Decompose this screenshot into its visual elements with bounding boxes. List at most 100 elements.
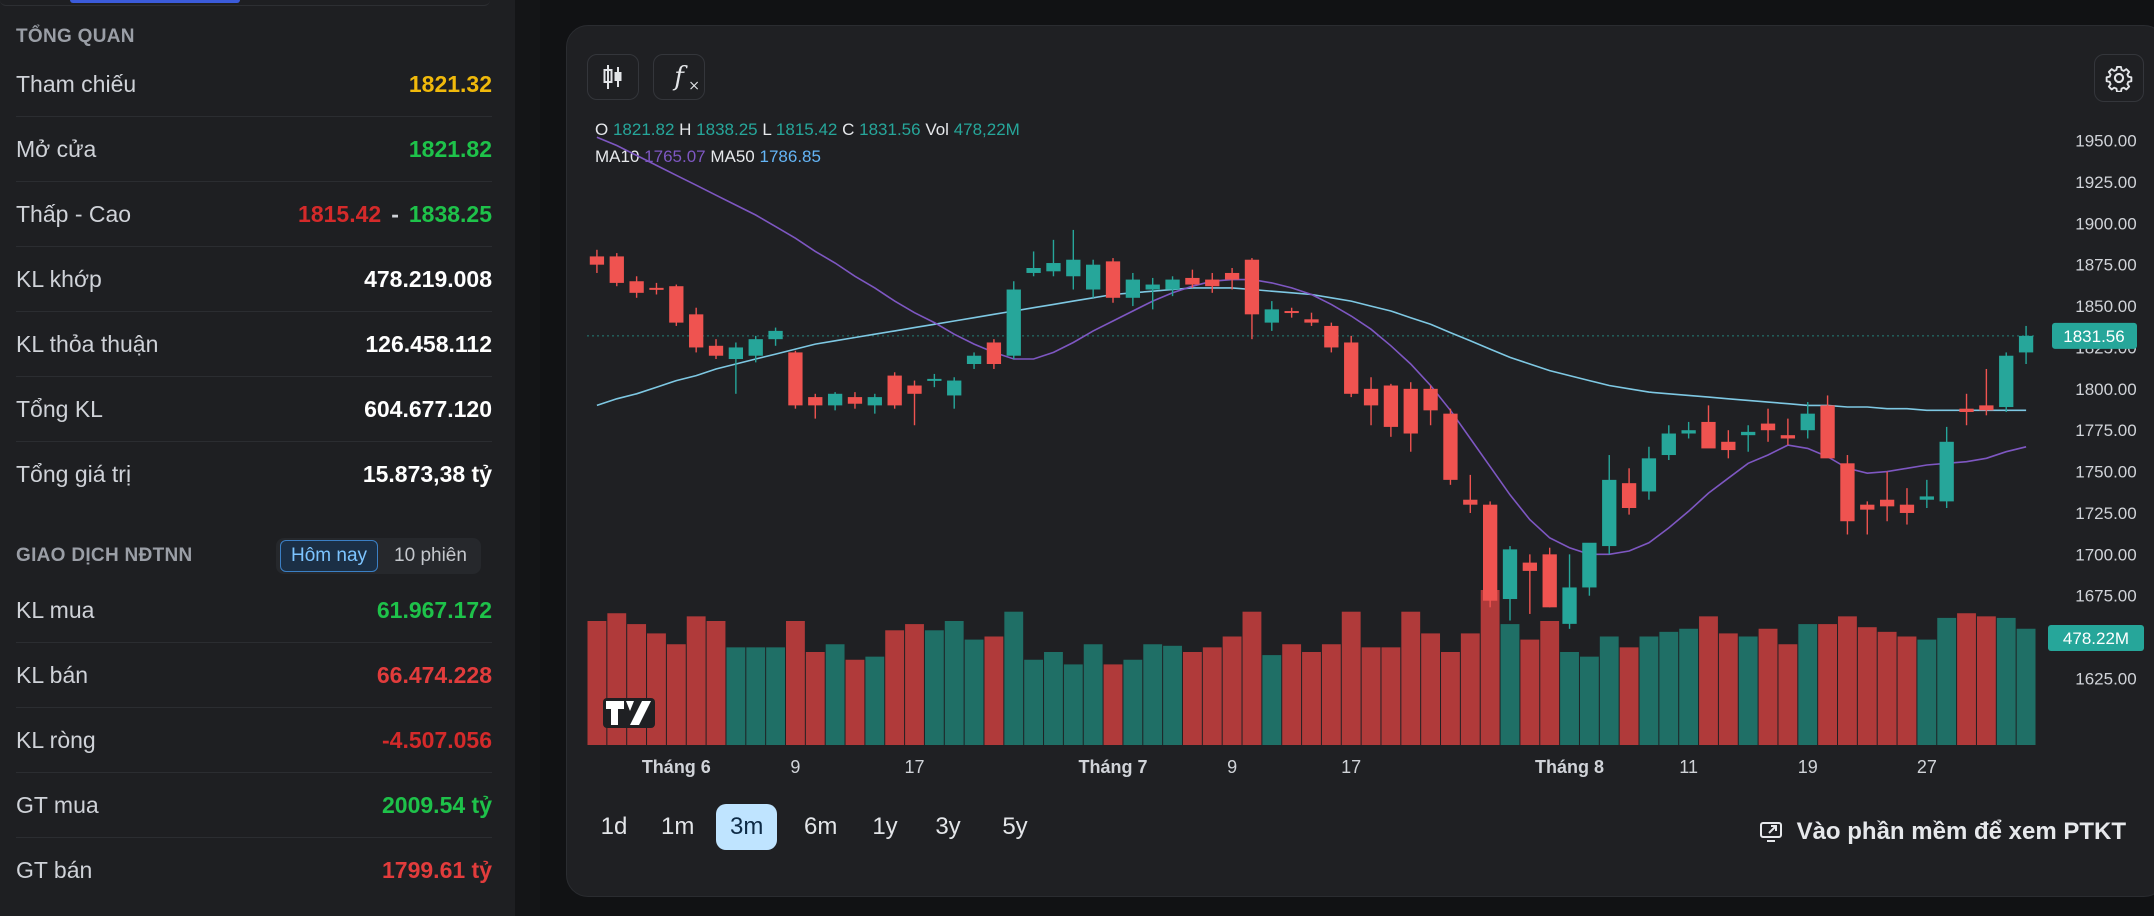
volume-bar: [944, 621, 964, 745]
candle-body: [1860, 504, 1875, 510]
volume-bar: [1679, 628, 1699, 745]
candle-body: [867, 397, 882, 406]
y-tick-label: 1725.00: [2075, 504, 2136, 523]
x-tick-label: 17: [1341, 757, 1361, 777]
candle-body: [1185, 277, 1200, 285]
volume-bar: [1321, 644, 1341, 745]
candle-body: [1721, 441, 1736, 451]
volume-bar: [1044, 652, 1063, 745]
candle-body: [669, 286, 684, 323]
last-price-tag-label: 1831.56: [2063, 327, 2124, 346]
stat-value-reference: 1821.32: [408, 70, 492, 97]
volume-bar: [1659, 631, 1679, 745]
timeframe-1d[interactable]: 1d: [600, 813, 628, 840]
timeframe-3y[interactable]: 3y: [935, 813, 961, 840]
x-tick-label: 17: [904, 757, 924, 777]
legend-close-label: C: [842, 120, 855, 139]
x-tick-label: 11: [1679, 757, 1698, 777]
foreign-row-buy-volume: KL mua 61.967.172: [16, 578, 492, 643]
volume-bar: [1838, 616, 1857, 745]
timeframe-6m[interactable]: 6m: [804, 813, 838, 840]
volume-bar: [1024, 659, 1044, 745]
foreign-period-toggle: Hôm nay 10 phiên: [276, 538, 481, 574]
volume-bar: [785, 621, 805, 745]
stat-row-negotiated-volume: KL thỏa thuận 126.458.112: [16, 312, 492, 377]
candle-body: [1741, 431, 1756, 436]
volume-bar: [1381, 647, 1401, 745]
y-tick-label: 1750.00: [2075, 463, 2136, 482]
volume-bar: [1818, 624, 1838, 745]
volume-bar: [1937, 617, 1957, 745]
candle-body: [1641, 458, 1657, 492]
price-chart[interactable]: 1950.001925.001900.001875.001850.001825.…: [566, 100, 2154, 800]
foreign-trading-section-title: GIAO DỊCH NĐTNN: [16, 545, 193, 566]
candle-body: [1661, 433, 1676, 456]
volume-bar: [1957, 613, 1976, 745]
ohlc-legend: O 1821.82 H 1838.25 L 1815.42 C 1831.56 …: [595, 120, 1020, 140]
panel-top-edge: [0, 0, 490, 6]
candle-body: [1224, 272, 1240, 280]
volume-bar: [984, 636, 1004, 745]
candle-body: [1205, 279, 1220, 287]
candle-body: [708, 345, 724, 356]
chart-provider-logo: [603, 698, 655, 728]
open-ta-software-link[interactable]: Vào phần mềm để xem PTKT: [1759, 818, 2126, 846]
candle-body: [1284, 311, 1299, 314]
toggle-10-sessions[interactable]: 10 phiên: [394, 545, 467, 566]
legend-low-value: 1815.42: [775, 120, 838, 139]
timeframe-3m[interactable]: 3m: [716, 804, 778, 850]
open-ta-software-label: Vào phần mềm để xem PTKT: [1796, 818, 2126, 845]
volume-bar: [1738, 636, 1758, 745]
candle-body: [1125, 279, 1141, 298]
candle-body: [1264, 309, 1279, 323]
stat-label: Thấp - Cao: [16, 200, 132, 227]
timeframe-1y[interactable]: 1y: [872, 813, 898, 840]
volume-bar: [1262, 655, 1282, 745]
legend-close-value: 1831.56: [859, 120, 921, 139]
candle-body: [1840, 463, 1855, 522]
candle-body: [847, 397, 863, 404]
candle-body: [1542, 554, 1557, 608]
function-icon-glyph: f: [674, 62, 684, 92]
y-tick-label: 1925.00: [2075, 173, 2136, 192]
foreign-row-sell-volume: KL bán 66.474.228: [16, 643, 492, 708]
candle-body: [827, 393, 843, 406]
candle-body: [1502, 549, 1518, 600]
stat-label: Mở cửa: [16, 135, 97, 162]
volume-bar: [1996, 617, 2016, 745]
stat-label: KL ròng: [16, 726, 96, 753]
y-tick-label: 1800.00: [2075, 380, 2136, 399]
chart-type-button[interactable]: [587, 54, 639, 100]
candle-body: [927, 378, 942, 381]
volume-bar: [1917, 639, 1937, 745]
y-tick-label: 1700.00: [2075, 545, 2136, 564]
range-separator: -: [391, 200, 399, 227]
stat-label: KL thỏa thuận: [16, 330, 159, 357]
volume-bar: [885, 630, 905, 745]
volume-bar: [1619, 647, 1639, 745]
x-tick-label: Tháng 7: [1078, 757, 1147, 777]
candle-body: [1324, 325, 1339, 348]
candle-body: [788, 352, 803, 406]
volume-bar: [647, 633, 666, 745]
volume-bar: [1976, 616, 1996, 745]
volume-bar: [1857, 627, 1877, 745]
volume-bar: [746, 647, 766, 745]
volume-bar: [1441, 652, 1460, 745]
volume-bar: [1699, 616, 1718, 745]
volume-bar: [924, 630, 944, 745]
volume-bar: [845, 659, 865, 745]
timeframe-5y[interactable]: 5y: [1002, 813, 1028, 840]
indicators-button[interactable]: f ×: [653, 54, 705, 100]
foreign-row-net-volume: KL ròng -4.507.056: [16, 708, 492, 773]
stat-row-open: Mở cửa 1821.82: [16, 117, 492, 182]
candle-body: [1463, 499, 1478, 505]
volume-bar: [726, 647, 746, 745]
volume-bar: [1361, 647, 1381, 745]
chart-card: [566, 25, 2154, 897]
y-tick-label: 1625.00: [2075, 669, 2136, 688]
toggle-today[interactable]: Hôm nay: [280, 540, 379, 572]
timeframe-1m[interactable]: 1m: [661, 813, 695, 840]
chart-settings-button[interactable]: [2094, 54, 2144, 102]
candle-body: [1939, 441, 1954, 502]
